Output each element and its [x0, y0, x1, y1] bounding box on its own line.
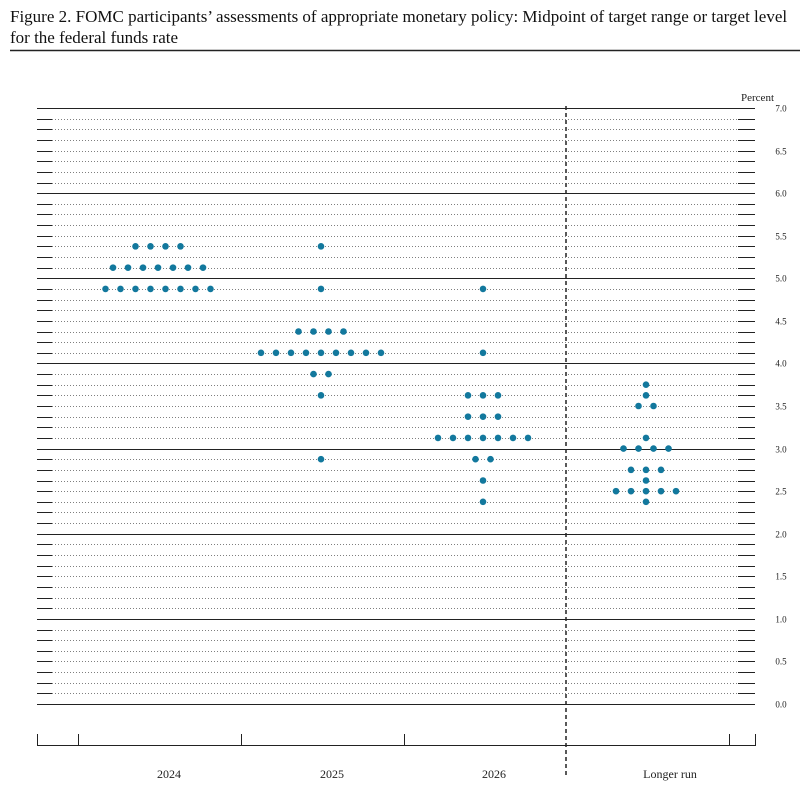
dot: [464, 434, 472, 442]
dot: [434, 434, 442, 442]
dot: [627, 487, 635, 495]
dot: [464, 392, 472, 399]
dot: [642, 477, 650, 484]
dot: [472, 455, 479, 463]
dot: [192, 285, 199, 293]
dot: [162, 285, 169, 293]
y-tick-label: 0.5: [775, 657, 787, 667]
dot: [257, 349, 265, 357]
y-tick-label: 5.5: [775, 232, 787, 242]
dot: [132, 243, 139, 250]
dot: [169, 264, 177, 271]
dot: [657, 487, 665, 495]
dot: [102, 285, 109, 293]
y-tick-label: 4.0: [775, 359, 787, 369]
dot: [332, 349, 340, 357]
dot: [650, 402, 657, 410]
dot: [317, 349, 325, 357]
chart-title: Figure 2. FOMC participants’ assessments…: [10, 7, 788, 47]
dot: [207, 285, 214, 293]
x-tick-label: 2024: [157, 767, 181, 781]
dot: [665, 445, 672, 452]
dot: [627, 466, 635, 474]
dot: [612, 487, 620, 495]
y-tick-label: 6.0: [775, 189, 787, 199]
dot: [642, 498, 650, 506]
dot: [642, 392, 650, 399]
dot: [449, 434, 457, 442]
dot: [340, 328, 347, 335]
dot: [479, 285, 487, 293]
y-tick-label: 3.5: [775, 402, 787, 412]
dot: [642, 381, 650, 389]
dot: [494, 413, 502, 420]
y-tick-label: 7.0: [775, 104, 787, 114]
dot: [487, 455, 494, 463]
dot: [272, 349, 280, 357]
y-tick-label: 1.5: [775, 572, 787, 582]
dot: [524, 434, 532, 442]
y-tick-label: 1.0: [775, 615, 787, 625]
dot: [162, 243, 169, 250]
dot: [287, 349, 295, 357]
dot: [479, 413, 487, 420]
dot: [620, 445, 627, 452]
dot: [657, 466, 665, 474]
dot: [132, 285, 139, 293]
dot: [642, 434, 650, 442]
dot: [177, 285, 184, 293]
y-tick-label: 5.0: [775, 274, 787, 284]
dot: [310, 328, 317, 335]
dot: [317, 392, 325, 399]
dot: [199, 264, 207, 271]
dot: [377, 349, 385, 357]
dot: [642, 466, 650, 474]
dot: [177, 243, 184, 250]
y-tick-label: 6.5: [775, 147, 787, 157]
dot: [479, 498, 487, 506]
dot: [325, 370, 332, 378]
dot: [184, 264, 192, 271]
dot: [295, 328, 302, 335]
dot: [109, 264, 117, 271]
dot: [147, 243, 154, 250]
dot: [317, 243, 325, 250]
x-tick-label: Longer run: [643, 767, 697, 781]
dot: [650, 445, 657, 452]
y-tick-label: 0.0: [775, 700, 787, 710]
dot: [479, 392, 487, 399]
x-tick-label: 2025: [320, 767, 344, 781]
dot: [310, 370, 317, 378]
dot: [509, 434, 517, 442]
dot: [494, 434, 502, 442]
dot: [347, 349, 355, 357]
dot: [154, 264, 162, 271]
dot: [479, 349, 487, 357]
dot: [317, 455, 325, 463]
dot: [635, 445, 642, 452]
dot: [479, 434, 487, 442]
dot: [325, 328, 332, 335]
dot: [139, 264, 147, 271]
dot: [147, 285, 154, 293]
dot: [635, 402, 642, 410]
dot: [464, 413, 472, 420]
y-tick-label: 2.0: [775, 530, 787, 540]
dot: [642, 487, 650, 495]
y-tick-label: 4.5: [775, 317, 787, 327]
dot: [117, 285, 124, 293]
dot: [479, 477, 487, 484]
dot: [362, 349, 370, 357]
x-tick-label: 2026: [482, 767, 506, 781]
dot: [494, 392, 502, 399]
dot: [302, 349, 310, 357]
y-axis-label: Percent: [741, 92, 774, 104]
dot: [124, 264, 132, 271]
y-tick-label: 2.5: [775, 487, 787, 497]
dot: [317, 285, 325, 293]
dot: [672, 487, 680, 495]
y-tick-label: 3.0: [775, 445, 787, 455]
